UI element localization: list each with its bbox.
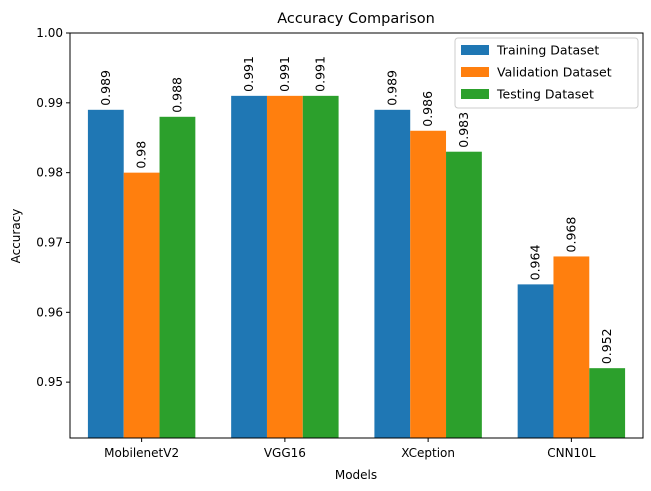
y-tick-label: 0.95 <box>36 375 63 389</box>
legend-swatch <box>461 67 489 77</box>
bar-2-3 <box>410 130 447 439</box>
y-tick-label: 1.00 <box>36 26 63 40</box>
bar-value-label: 0.952 <box>599 328 614 364</box>
bar-2-4 <box>553 256 590 438</box>
bar-3-4 <box>589 368 626 438</box>
bars-group <box>87 95 626 439</box>
y-axis: 0.95 0.96 0.97 0.98 0.99 1.00 <box>36 26 70 389</box>
bar-value-label: 0.989 <box>384 70 399 106</box>
bar-1-2 <box>231 95 267 439</box>
legend-swatch <box>461 89 489 99</box>
bar-3-2 <box>302 95 339 439</box>
bar-3-3 <box>446 151 482 438</box>
chart-title: Accuracy Comparison <box>277 11 435 27</box>
x-tick-label: VGG16 <box>264 446 306 460</box>
y-axis-label: Accuracy <box>9 209 23 264</box>
plot-frame <box>69 32 644 439</box>
x-axis-label: Models <box>335 468 377 482</box>
legend-label: Training Dataset <box>496 43 599 58</box>
x-tick-label: XCeption <box>401 446 455 460</box>
legend-swatch <box>461 45 489 55</box>
x-tick-label: CNN10L <box>547 446 596 460</box>
bar-value-label: 0.988 <box>169 77 184 113</box>
bar-value-label: 0.991 <box>313 56 328 92</box>
bar-value-label: 0.968 <box>563 217 578 253</box>
bar-2-1 <box>123 172 160 439</box>
legend: Training Dataset Validation Dataset Testin… <box>454 37 639 109</box>
bar-value-label: 0.989 <box>98 70 113 106</box>
bar-3-1 <box>159 116 196 439</box>
bar-1-3 <box>374 109 411 438</box>
value-labels-group: 0.989 0.991 0.989 0.964 0.98 0.991 0.986 0.968 0… <box>98 56 614 364</box>
y-tick-label: 0.96 <box>36 305 63 319</box>
bar-1-1 <box>87 109 124 438</box>
bar-value-label: 0.991 <box>277 56 292 92</box>
y-tick-label: 0.97 <box>36 235 63 249</box>
bar-2-2 <box>266 95 303 439</box>
bar-value-label: 0.983 <box>456 112 471 148</box>
bar-value-label: 0.986 <box>420 91 435 127</box>
x-axis: MobilenetV2 VGG16 XCeption CNN10L <box>104 438 596 460</box>
legend-label: Validation Dataset <box>497 65 612 80</box>
bar-value-label: 0.964 <box>528 245 543 281</box>
legend-box <box>454 37 639 109</box>
bar-value-label: 0.98 <box>134 141 149 169</box>
x-tick-label: MobilenetV2 <box>104 446 179 460</box>
y-tick-label: 0.99 <box>36 96 63 110</box>
legend-label: Testing Dataset <box>496 87 594 102</box>
bar-value-label: 0.991 <box>241 56 256 92</box>
y-tick-label: 0.98 <box>36 166 63 180</box>
bar-1-4 <box>517 284 554 438</box>
